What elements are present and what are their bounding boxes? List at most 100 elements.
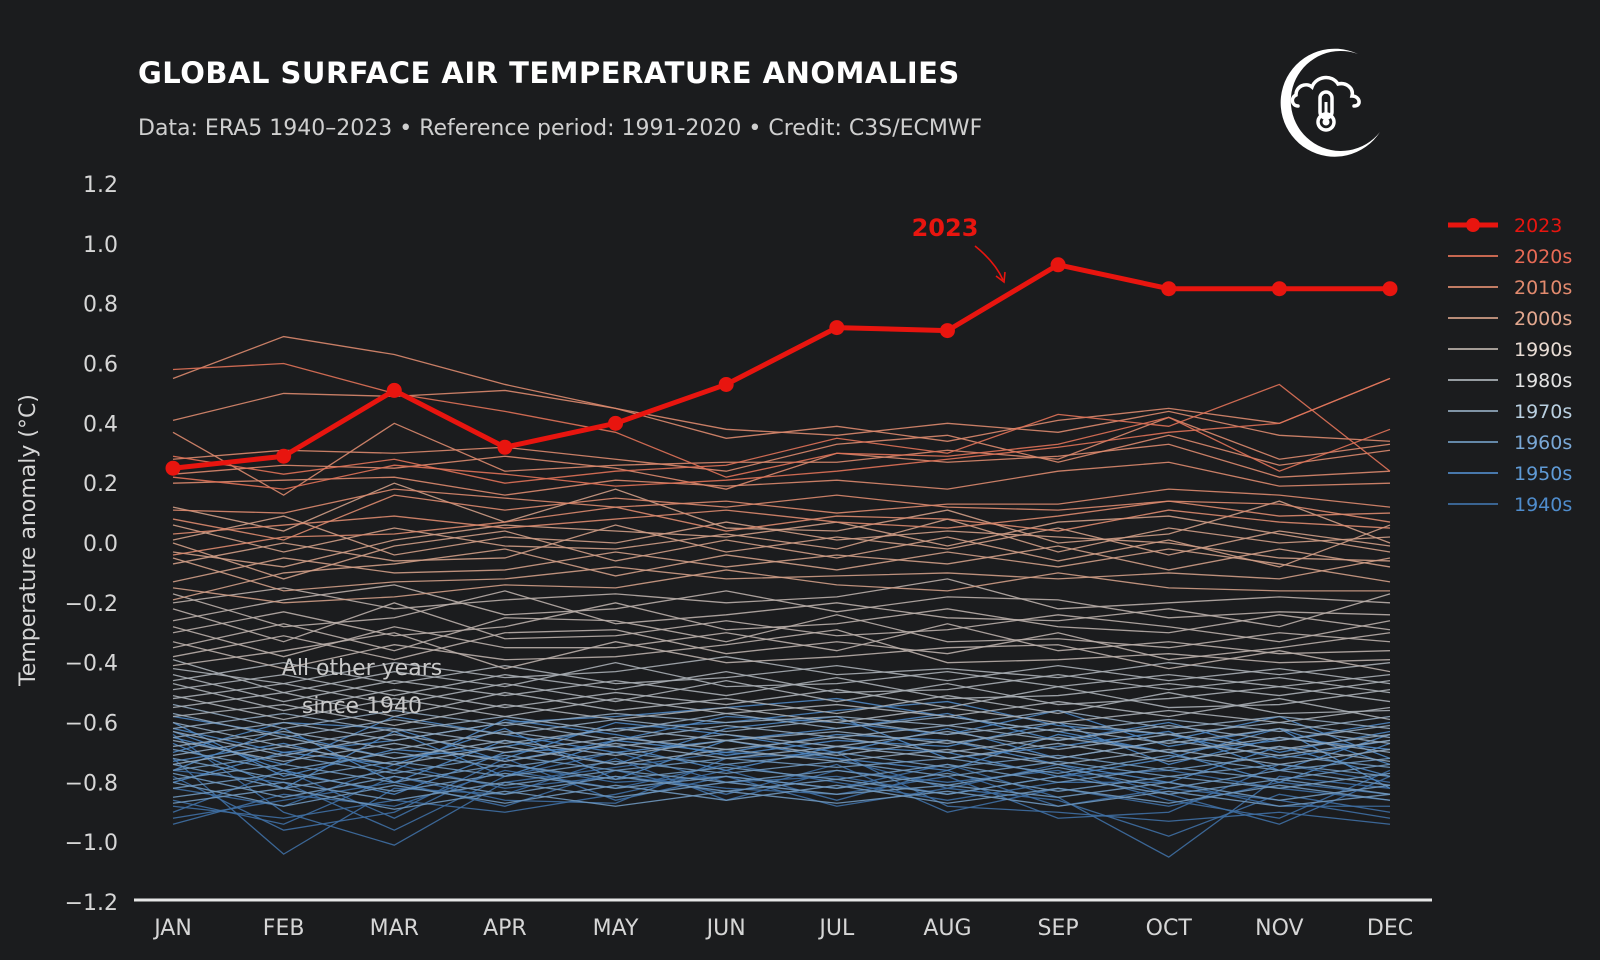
year-line-1980s — [172, 703, 1391, 727]
y-tick-label: −0.4 — [65, 652, 118, 677]
x-tick-label: APR — [483, 916, 527, 941]
year-line-1990s — [172, 590, 1391, 628]
y-tick-label: −0.2 — [65, 592, 118, 617]
x-tick-label: NOV — [1255, 916, 1303, 941]
year-line-2000s — [172, 518, 1391, 553]
x-tick-label: FEB — [263, 916, 305, 941]
year-line-2010s — [172, 443, 1391, 490]
x-tick-label: DEC — [1367, 916, 1413, 941]
year-line-1960s — [172, 781, 1391, 807]
year-line-1990s — [172, 578, 1391, 610]
year-line-1990s — [172, 632, 1391, 673]
legend-label-1950s: 1950s — [1514, 463, 1572, 485]
year-line-2020s — [172, 383, 1391, 484]
year-line-1960s — [172, 754, 1391, 775]
year-line-1990s — [172, 629, 1391, 670]
year-line-1990s — [172, 623, 1391, 658]
year-line-1960s — [172, 772, 1391, 798]
series-point-2023 — [165, 460, 181, 476]
year-line-1970s — [172, 739, 1391, 763]
other-years-annotation-line-2: since 1940 — [302, 694, 422, 719]
series-point-2023 — [1382, 281, 1398, 297]
year-line-2000s — [172, 482, 1391, 544]
y-tick-label: −1.0 — [65, 831, 118, 856]
series-point-2023 — [1161, 281, 1177, 297]
year-line-2010s — [172, 461, 1391, 496]
year-line-2010s — [172, 416, 1391, 496]
series-point-2023 — [497, 439, 513, 455]
y-tick-label: −0.6 — [65, 712, 118, 737]
legend-label-1960s: 1960s — [1514, 432, 1572, 454]
highlight-annotation: 2023 — [912, 214, 979, 242]
legend-label-2023: 2023 — [1514, 215, 1562, 237]
year-line-1960s — [172, 787, 1391, 810]
year-line-1970s — [172, 730, 1391, 757]
year-line-1980s — [172, 656, 1391, 685]
year-line-2000s — [172, 548, 1391, 601]
x-tick-label: MAR — [370, 916, 419, 941]
y-tick-label: −1.2 — [65, 891, 118, 916]
series-point-2023 — [1050, 257, 1066, 273]
year-line-1980s — [172, 670, 1391, 697]
series-line-2023 — [172, 262, 1390, 471]
year-line-2010s — [172, 335, 1391, 442]
year-line-2020s — [172, 362, 1391, 478]
y-tick-label: 0.8 — [83, 293, 118, 318]
chart-subtitle: Data: ERA5 1940–2023 • Reference period:… — [138, 116, 983, 141]
year-line-2010s — [172, 506, 1391, 556]
series-point-2023 — [386, 382, 402, 398]
year-line-1970s — [172, 745, 1391, 766]
legend-label-2020s: 2020s — [1514, 246, 1572, 268]
y-tick-label: 0.6 — [83, 353, 118, 378]
year-line-1970s — [172, 703, 1391, 730]
year-line-1980s — [172, 659, 1391, 694]
y-axis-label: Temperature anomaly (°C) — [16, 394, 41, 687]
series-point-2023 — [276, 448, 292, 464]
x-tick-label: SEP — [1038, 916, 1079, 941]
highlight-annotation-arrowhead — [995, 271, 1006, 284]
x-tick-label: MAY — [593, 916, 639, 941]
chart-title: GLOBAL SURFACE AIR TEMPERATURE ANOMALIES — [138, 56, 960, 90]
year-line-2020s — [172, 377, 1391, 490]
y-tick-label: 0.4 — [83, 412, 118, 437]
year-line-2010s — [172, 488, 1391, 514]
series-point-2023 — [718, 376, 734, 392]
series-point-2023 — [829, 320, 845, 336]
year-line-2000s — [172, 515, 1391, 562]
year-line-1990s — [172, 629, 1391, 661]
year-line-1980s — [172, 682, 1391, 712]
year-line-1980s — [172, 691, 1391, 718]
y-tick-label: 1.2 — [83, 173, 118, 198]
y-tick-label: 0.0 — [83, 532, 118, 557]
other-years-annotation-line-1: All other years — [282, 656, 442, 681]
year-line-1940s — [172, 763, 1391, 819]
series-point-2023 — [608, 415, 624, 431]
x-tick-label: AUG — [923, 916, 971, 941]
year-line-1970s — [172, 712, 1391, 733]
year-line-1990s — [172, 584, 1391, 622]
year-line-2000s — [172, 569, 1390, 604]
year-line-1980s — [172, 674, 1391, 703]
year-line-2010s — [172, 500, 1391, 535]
legend-label-1970s: 1970s — [1514, 401, 1572, 423]
year-line-2010s — [172, 494, 1391, 541]
series-point-2023 — [939, 323, 955, 339]
legend-marker-2023 — [1466, 218, 1480, 232]
legend-label-1940s: 1940s — [1514, 494, 1572, 516]
legend-label-2010s: 2010s — [1514, 277, 1572, 299]
legend-label-1980s: 1980s — [1514, 370, 1572, 392]
cloud-thermometer-icon — [1280, 48, 1380, 157]
year-line-1990s — [172, 602, 1391, 637]
year-line-1940s — [172, 757, 1391, 831]
year-line-1980s — [172, 662, 1391, 685]
x-tick-label: JUL — [817, 916, 855, 941]
y-tick-label: 0.2 — [83, 472, 118, 497]
x-tick-label: JAN — [152, 916, 192, 941]
highlight-annotation-arrow — [974, 245, 1004, 281]
year-line-1970s — [172, 721, 1391, 748]
year-line-2000s — [172, 515, 1391, 568]
year-line-1980s — [172, 694, 1391, 721]
year-line-1970s — [172, 736, 1391, 760]
y-tick-label: 1.0 — [83, 233, 118, 258]
